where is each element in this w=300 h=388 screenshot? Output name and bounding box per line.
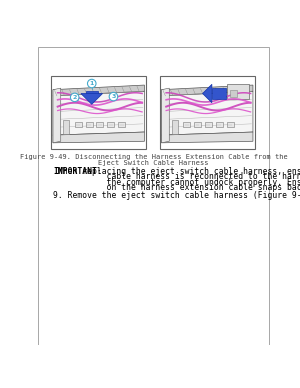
Bar: [96, 122, 103, 127]
Polygon shape: [53, 85, 145, 96]
Bar: [216, 122, 223, 127]
Bar: [63, 120, 69, 133]
Circle shape: [109, 92, 118, 101]
Bar: [230, 90, 238, 97]
Polygon shape: [161, 91, 253, 135]
Text: on the harness extension cable snaps back into place.: on the harness extension cable snaps bac…: [53, 183, 300, 192]
Text: the computer cannot undock properly. Ensure that the cable lock: the computer cannot undock properly. Ens…: [53, 178, 300, 187]
Bar: [172, 120, 178, 133]
Text: Eject Switch Cable Harness: Eject Switch Cable Harness: [98, 160, 209, 166]
Text: 1: 1: [90, 81, 94, 86]
Text: Figure 9-49. Disconnecting the Harness Extension Cable from the: Figure 9-49. Disconnecting the Harness E…: [20, 154, 288, 160]
Polygon shape: [161, 85, 253, 96]
Polygon shape: [202, 84, 212, 103]
Bar: [227, 83, 249, 99]
Text: 9. Remove the eject switch cable harness (Figure 9-50).: 9. Remove the eject switch cable harness…: [53, 191, 300, 200]
Bar: [118, 122, 125, 127]
Polygon shape: [161, 88, 169, 143]
Bar: [194, 122, 201, 127]
Circle shape: [70, 93, 79, 102]
Circle shape: [88, 79, 96, 88]
Polygon shape: [53, 91, 145, 135]
Bar: [212, 88, 226, 99]
Bar: [75, 122, 82, 127]
Bar: [85, 122, 92, 127]
Bar: [183, 122, 190, 127]
Polygon shape: [81, 94, 103, 104]
Bar: [107, 122, 114, 127]
Bar: [85, 91, 98, 94]
Polygon shape: [53, 132, 145, 143]
Text: 3: 3: [111, 94, 116, 99]
Text: When replacing the eject switch cable harness, ensure that the: When replacing the eject switch cable ha…: [53, 167, 300, 176]
Polygon shape: [161, 132, 253, 143]
Bar: [226, 122, 234, 127]
Text: 2: 2: [73, 95, 77, 100]
Text: IMPORTANT:: IMPORTANT:: [53, 167, 102, 176]
Bar: [160, 76, 254, 149]
Polygon shape: [53, 88, 61, 143]
Text: cable harness is reconnected to the harness extension cable or: cable harness is reconnected to the harn…: [53, 172, 300, 181]
Bar: [52, 76, 146, 149]
Bar: [205, 122, 212, 127]
